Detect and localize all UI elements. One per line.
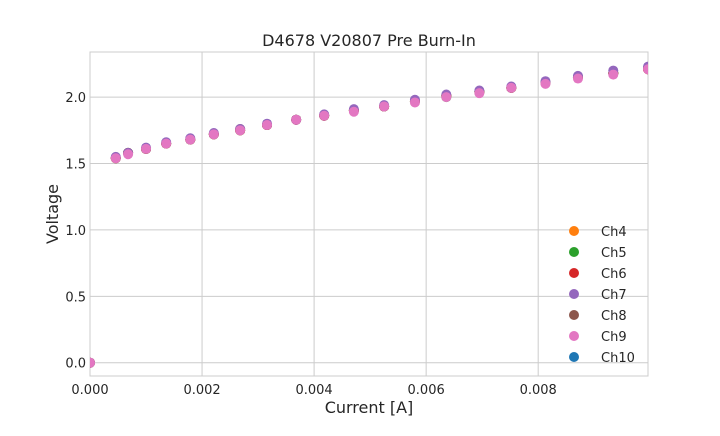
series-ch6 (90, 64, 648, 368)
plot-frame (89, 51, 649, 377)
legend-label: Ch5 (601, 246, 627, 261)
legend-label: Ch9 (601, 330, 627, 345)
series-ch9 (90, 64, 648, 368)
data-point (185, 134, 196, 145)
y-tick-label: 0.0 (65, 357, 86, 372)
legend: Ch4 Ch5 Ch6 Ch7 Ch8 Ch9 Ch10 (569, 225, 635, 366)
data-point (235, 125, 246, 136)
series-ch5 (90, 62, 648, 368)
legend-marker (569, 289, 579, 299)
legend-marker (569, 310, 579, 320)
data-point (506, 82, 517, 93)
legend-label: Ch7 (601, 288, 627, 303)
x-tick-label: 0.004 (295, 383, 332, 398)
data-point (123, 149, 134, 160)
legend-marker (569, 331, 579, 341)
x-tick-label: 0.000 (71, 383, 108, 398)
data-point (161, 138, 172, 149)
y-tick-label: 1.0 (65, 224, 86, 239)
data-point (110, 153, 121, 164)
series-ch4 (90, 64, 648, 368)
data-point (141, 143, 152, 154)
data-point (572, 73, 583, 84)
legend-marker (569, 247, 579, 257)
legend-marker (569, 352, 579, 362)
data-point (262, 120, 273, 131)
series-ch8 (90, 62, 648, 368)
legend-label: Ch10 (601, 351, 635, 366)
x-axis-label: Current [A] (325, 398, 414, 417)
series-ch7 (90, 61, 648, 368)
data-point (319, 110, 330, 121)
legend-label: Ch4 (601, 225, 627, 240)
chart-title: D4678 V20807 Pre Burn-In (262, 31, 476, 50)
data-points (90, 61, 648, 368)
y-tick-label: 0.5 (65, 290, 86, 305)
legend-label: Ch6 (601, 267, 627, 282)
grid (89, 52, 648, 376)
data-point (441, 92, 452, 103)
tick-labels: 0.000 0.002 0.004 0.006 0.008 0.0 0.5 1.0 1.5 2.0 (65, 91, 556, 398)
data-point (90, 357, 95, 368)
data-point (208, 129, 219, 140)
data-point (379, 101, 390, 112)
data-point (474, 88, 485, 99)
y-tick-label: 2.0 (65, 91, 86, 106)
series-ch10 (90, 64, 648, 368)
x-tick-label: 0.002 (183, 383, 220, 398)
legend-marker (569, 226, 579, 236)
data-point (608, 69, 619, 80)
data-point (409, 97, 420, 108)
legend-label: Ch8 (601, 309, 627, 324)
data-point (540, 78, 551, 89)
y-tick-label: 1.5 (65, 158, 86, 173)
legend-marker (569, 268, 579, 278)
y-axis-label: Voltage (43, 184, 62, 244)
x-tick-label: 0.008 (520, 383, 557, 398)
data-point (348, 106, 359, 117)
data-point (291, 114, 302, 125)
x-tick-label: 0.006 (408, 383, 445, 398)
data-point (643, 64, 648, 75)
